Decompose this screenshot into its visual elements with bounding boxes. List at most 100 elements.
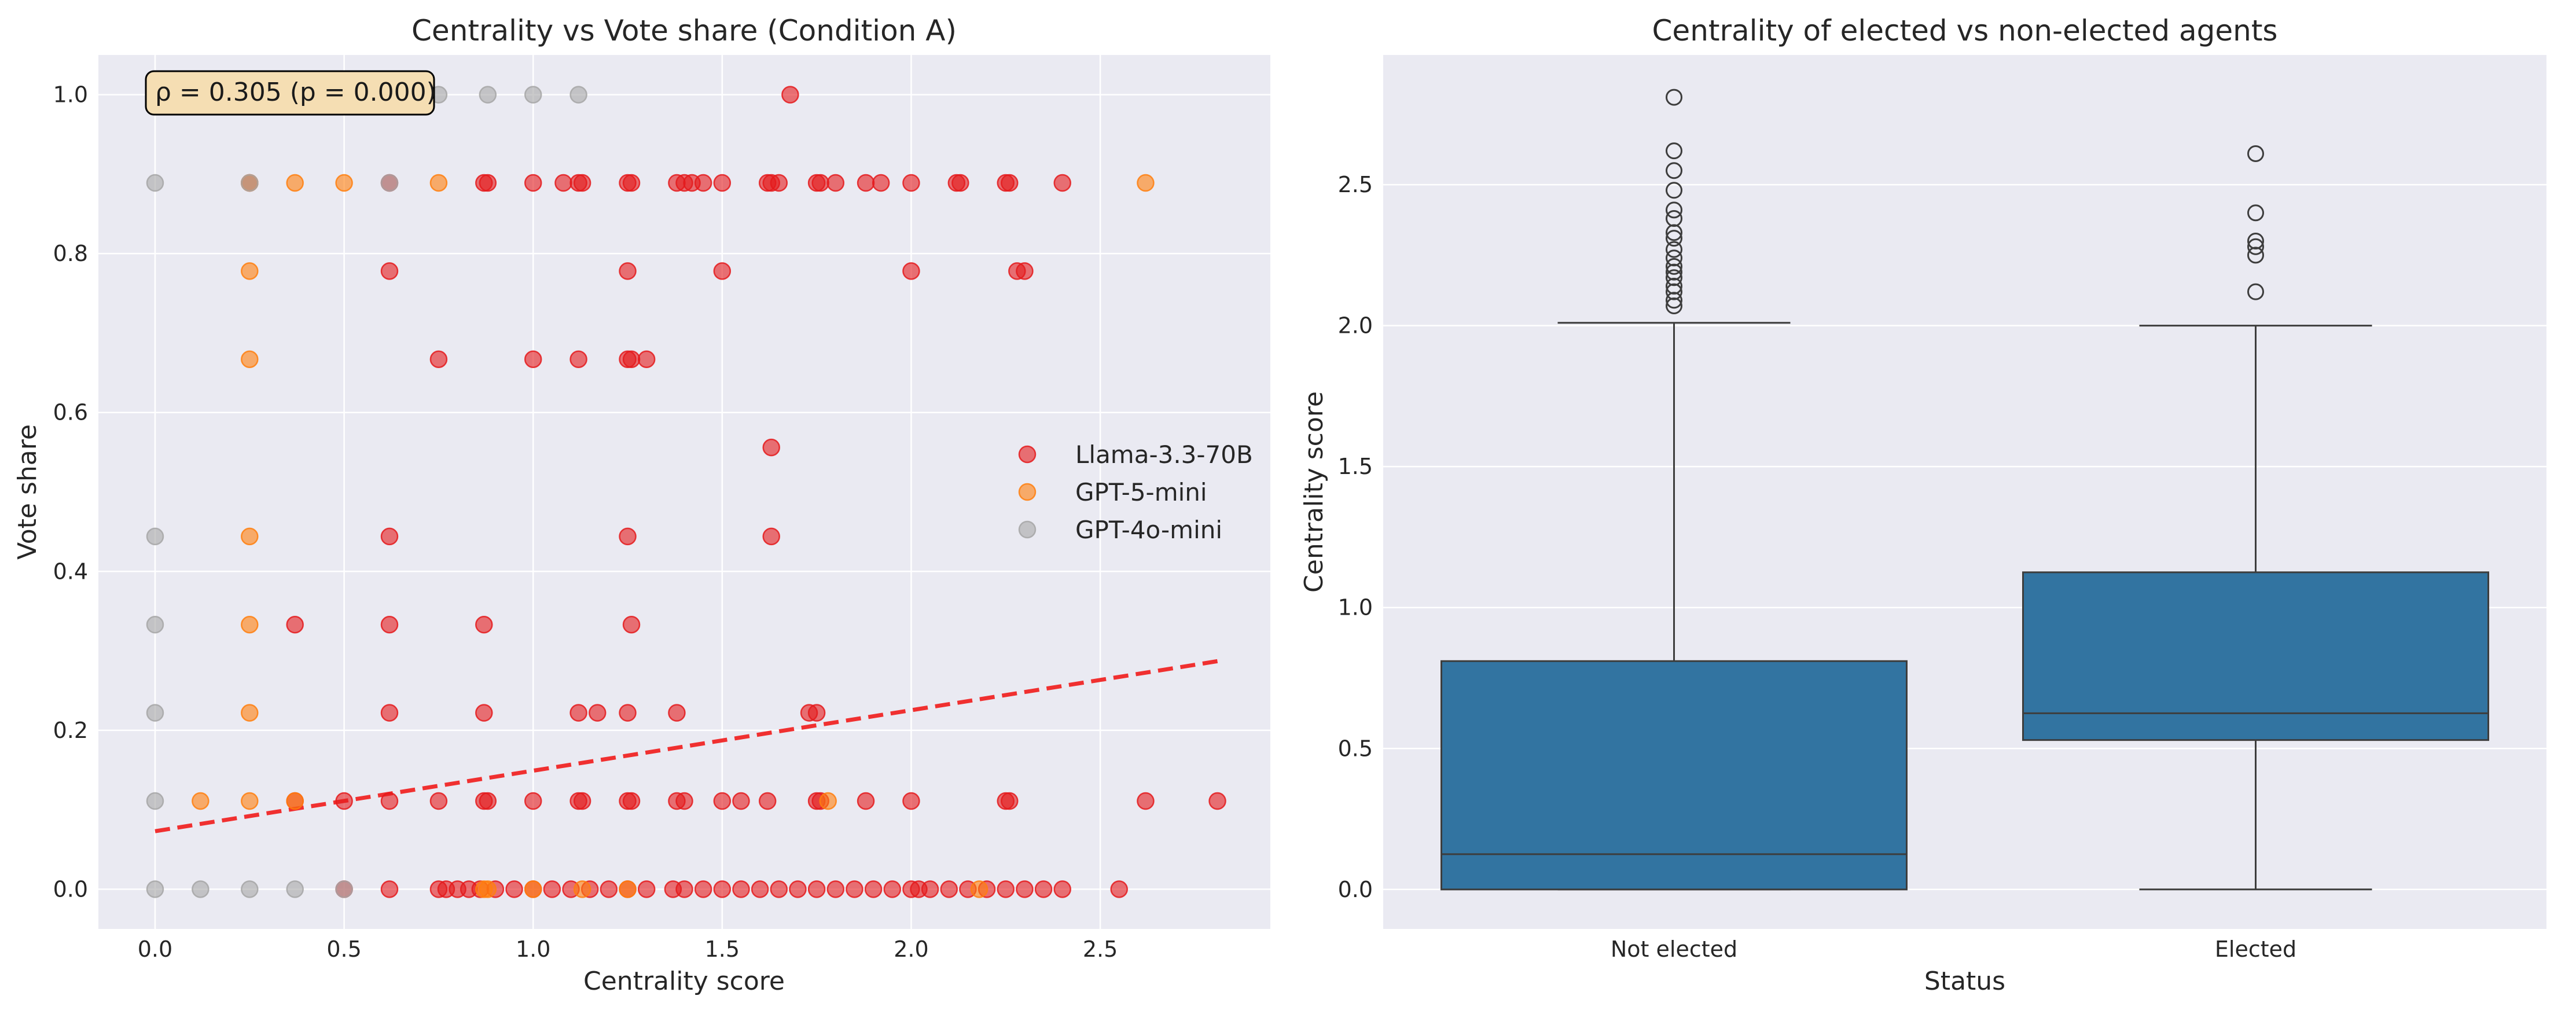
scatter-point bbox=[619, 527, 637, 546]
boxplot-boxes bbox=[1440, 89, 2489, 891]
scatter-point bbox=[807, 704, 826, 722]
scatter-point bbox=[762, 438, 780, 457]
scatter-point bbox=[789, 880, 807, 898]
boxplot-y-tick-labels: 0.0 0.5 1.0 1.5 2.0 2.5 bbox=[1338, 172, 1373, 902]
scatter-point bbox=[569, 350, 587, 369]
scatter-point bbox=[479, 86, 497, 104]
scatter-point bbox=[524, 350, 542, 369]
scatter-point bbox=[781, 86, 799, 104]
scatter-point bbox=[826, 174, 845, 192]
scatter-point bbox=[380, 174, 399, 192]
scatter-point bbox=[826, 880, 845, 898]
outlier-point bbox=[2247, 204, 2264, 222]
scatter-point bbox=[713, 792, 732, 810]
outlier-point bbox=[2247, 247, 2264, 264]
scatter-y-tick-label: 0.4 bbox=[53, 559, 88, 584]
scatter-y-tick-label: 0.6 bbox=[53, 400, 88, 425]
scatter-point bbox=[146, 880, 164, 898]
outlier-point bbox=[1666, 249, 1682, 267]
scatter-point bbox=[872, 174, 890, 192]
scatter-point bbox=[921, 880, 939, 898]
scatter-x-tick-label: 1.0 bbox=[516, 936, 550, 962]
scatter-point bbox=[524, 792, 542, 810]
scatter-point bbox=[429, 792, 448, 810]
scatter-point bbox=[819, 792, 837, 810]
scatter-point bbox=[622, 174, 641, 192]
scatter-point bbox=[902, 174, 920, 192]
scatter-point bbox=[573, 174, 591, 192]
legend-label: GPT-5-mini bbox=[1075, 478, 1207, 506]
scatter-x-axis-label: Centrality score bbox=[583, 967, 785, 996]
scatter-point bbox=[146, 792, 164, 810]
scatter-point bbox=[524, 86, 542, 104]
scatter-point bbox=[241, 527, 259, 546]
scatter-point bbox=[380, 262, 399, 280]
outlier-point bbox=[2247, 232, 2264, 249]
scatter-point bbox=[1001, 792, 1019, 810]
scatter-plot-area bbox=[98, 55, 1270, 929]
outlier-point bbox=[2247, 283, 2264, 300]
scatter-x-tick-label: 0.0 bbox=[138, 936, 172, 962]
outlier-point bbox=[1666, 89, 1682, 106]
legend-label: Llama-3.3-70B bbox=[1075, 440, 1253, 469]
scatter-legend: Llama-3.3-70B GPT-5-mini GPT-4o-mini bbox=[1018, 440, 1253, 544]
scatter-gridlines bbox=[98, 55, 1270, 929]
outlier-point bbox=[1666, 269, 1682, 286]
scatter-points bbox=[146, 86, 1226, 898]
scatter-point bbox=[241, 792, 259, 810]
outlier-point bbox=[1666, 142, 1682, 160]
scatter-point bbox=[573, 880, 591, 898]
scatter-point bbox=[335, 792, 353, 810]
outlier-point bbox=[1666, 162, 1682, 179]
scatter-point bbox=[732, 880, 750, 898]
scatter-point bbox=[619, 704, 637, 722]
scatter-point bbox=[192, 880, 210, 898]
outlier-point bbox=[1666, 277, 1682, 295]
scatter-point bbox=[524, 174, 542, 192]
outlier-point bbox=[1666, 292, 1682, 309]
scatter-point bbox=[241, 615, 259, 634]
scatter-point bbox=[286, 615, 304, 634]
scatter-point bbox=[479, 880, 497, 898]
scatter-point bbox=[479, 792, 497, 810]
scatter-point bbox=[732, 792, 750, 810]
scatter-point bbox=[241, 880, 259, 898]
scatter-point bbox=[429, 174, 448, 192]
boxplot-y-tick-label: 0.5 bbox=[1338, 736, 1373, 761]
outlier-point bbox=[1666, 263, 1682, 281]
scatter-point bbox=[857, 174, 875, 192]
scatter-point bbox=[637, 350, 656, 369]
scatter-point bbox=[286, 174, 304, 192]
scatter-point bbox=[619, 262, 637, 280]
boxplot-y-tick-label: 1.5 bbox=[1338, 454, 1373, 479]
scatter-point bbox=[940, 880, 958, 898]
scatter-point bbox=[668, 704, 686, 722]
scatter-point bbox=[543, 880, 561, 898]
scatter-x-tick-labels: 0.0 0.5 1.0 1.5 2.0 2.5 bbox=[138, 936, 1118, 962]
annotation-text: ρ = 0.305 (p = 0.000) bbox=[155, 78, 436, 107]
scatter-point bbox=[883, 880, 902, 898]
scatter-point bbox=[713, 262, 732, 280]
scatter-point bbox=[675, 792, 693, 810]
scatter-point bbox=[694, 174, 712, 192]
scatter-y-tick-label: 0.2 bbox=[53, 718, 88, 743]
legend-label: GPT-4o-mini bbox=[1075, 516, 1222, 544]
outlier-point bbox=[1666, 224, 1682, 241]
scatter-point bbox=[286, 880, 304, 898]
scatter-point bbox=[637, 880, 656, 898]
scatter-x-tick-label: 2.0 bbox=[894, 936, 928, 962]
scatter-point bbox=[589, 704, 607, 722]
scatter-point bbox=[146, 704, 164, 722]
scatter-panel: 0.0 0.5 1.0 1.5 2.0 2.5 0.0 0.2 0.4 0.6 0.8 1.0 Ce… bbox=[13, 14, 1270, 996]
boxplot-y-tick-label: 2.5 bbox=[1338, 172, 1373, 197]
outlier-point bbox=[2247, 145, 2264, 162]
scatter-point bbox=[997, 880, 1015, 898]
outlier-point bbox=[1666, 201, 1682, 219]
scatter-point bbox=[902, 792, 920, 810]
scatter-point bbox=[857, 792, 875, 810]
boxplot-x-tick-label: Not elected bbox=[1611, 936, 1737, 962]
scatter-point bbox=[770, 174, 788, 192]
scatter-title: Centrality vs Vote share (Condition A) bbox=[411, 14, 957, 47]
boxplot-x-tick-label: Elected bbox=[2215, 936, 2296, 962]
